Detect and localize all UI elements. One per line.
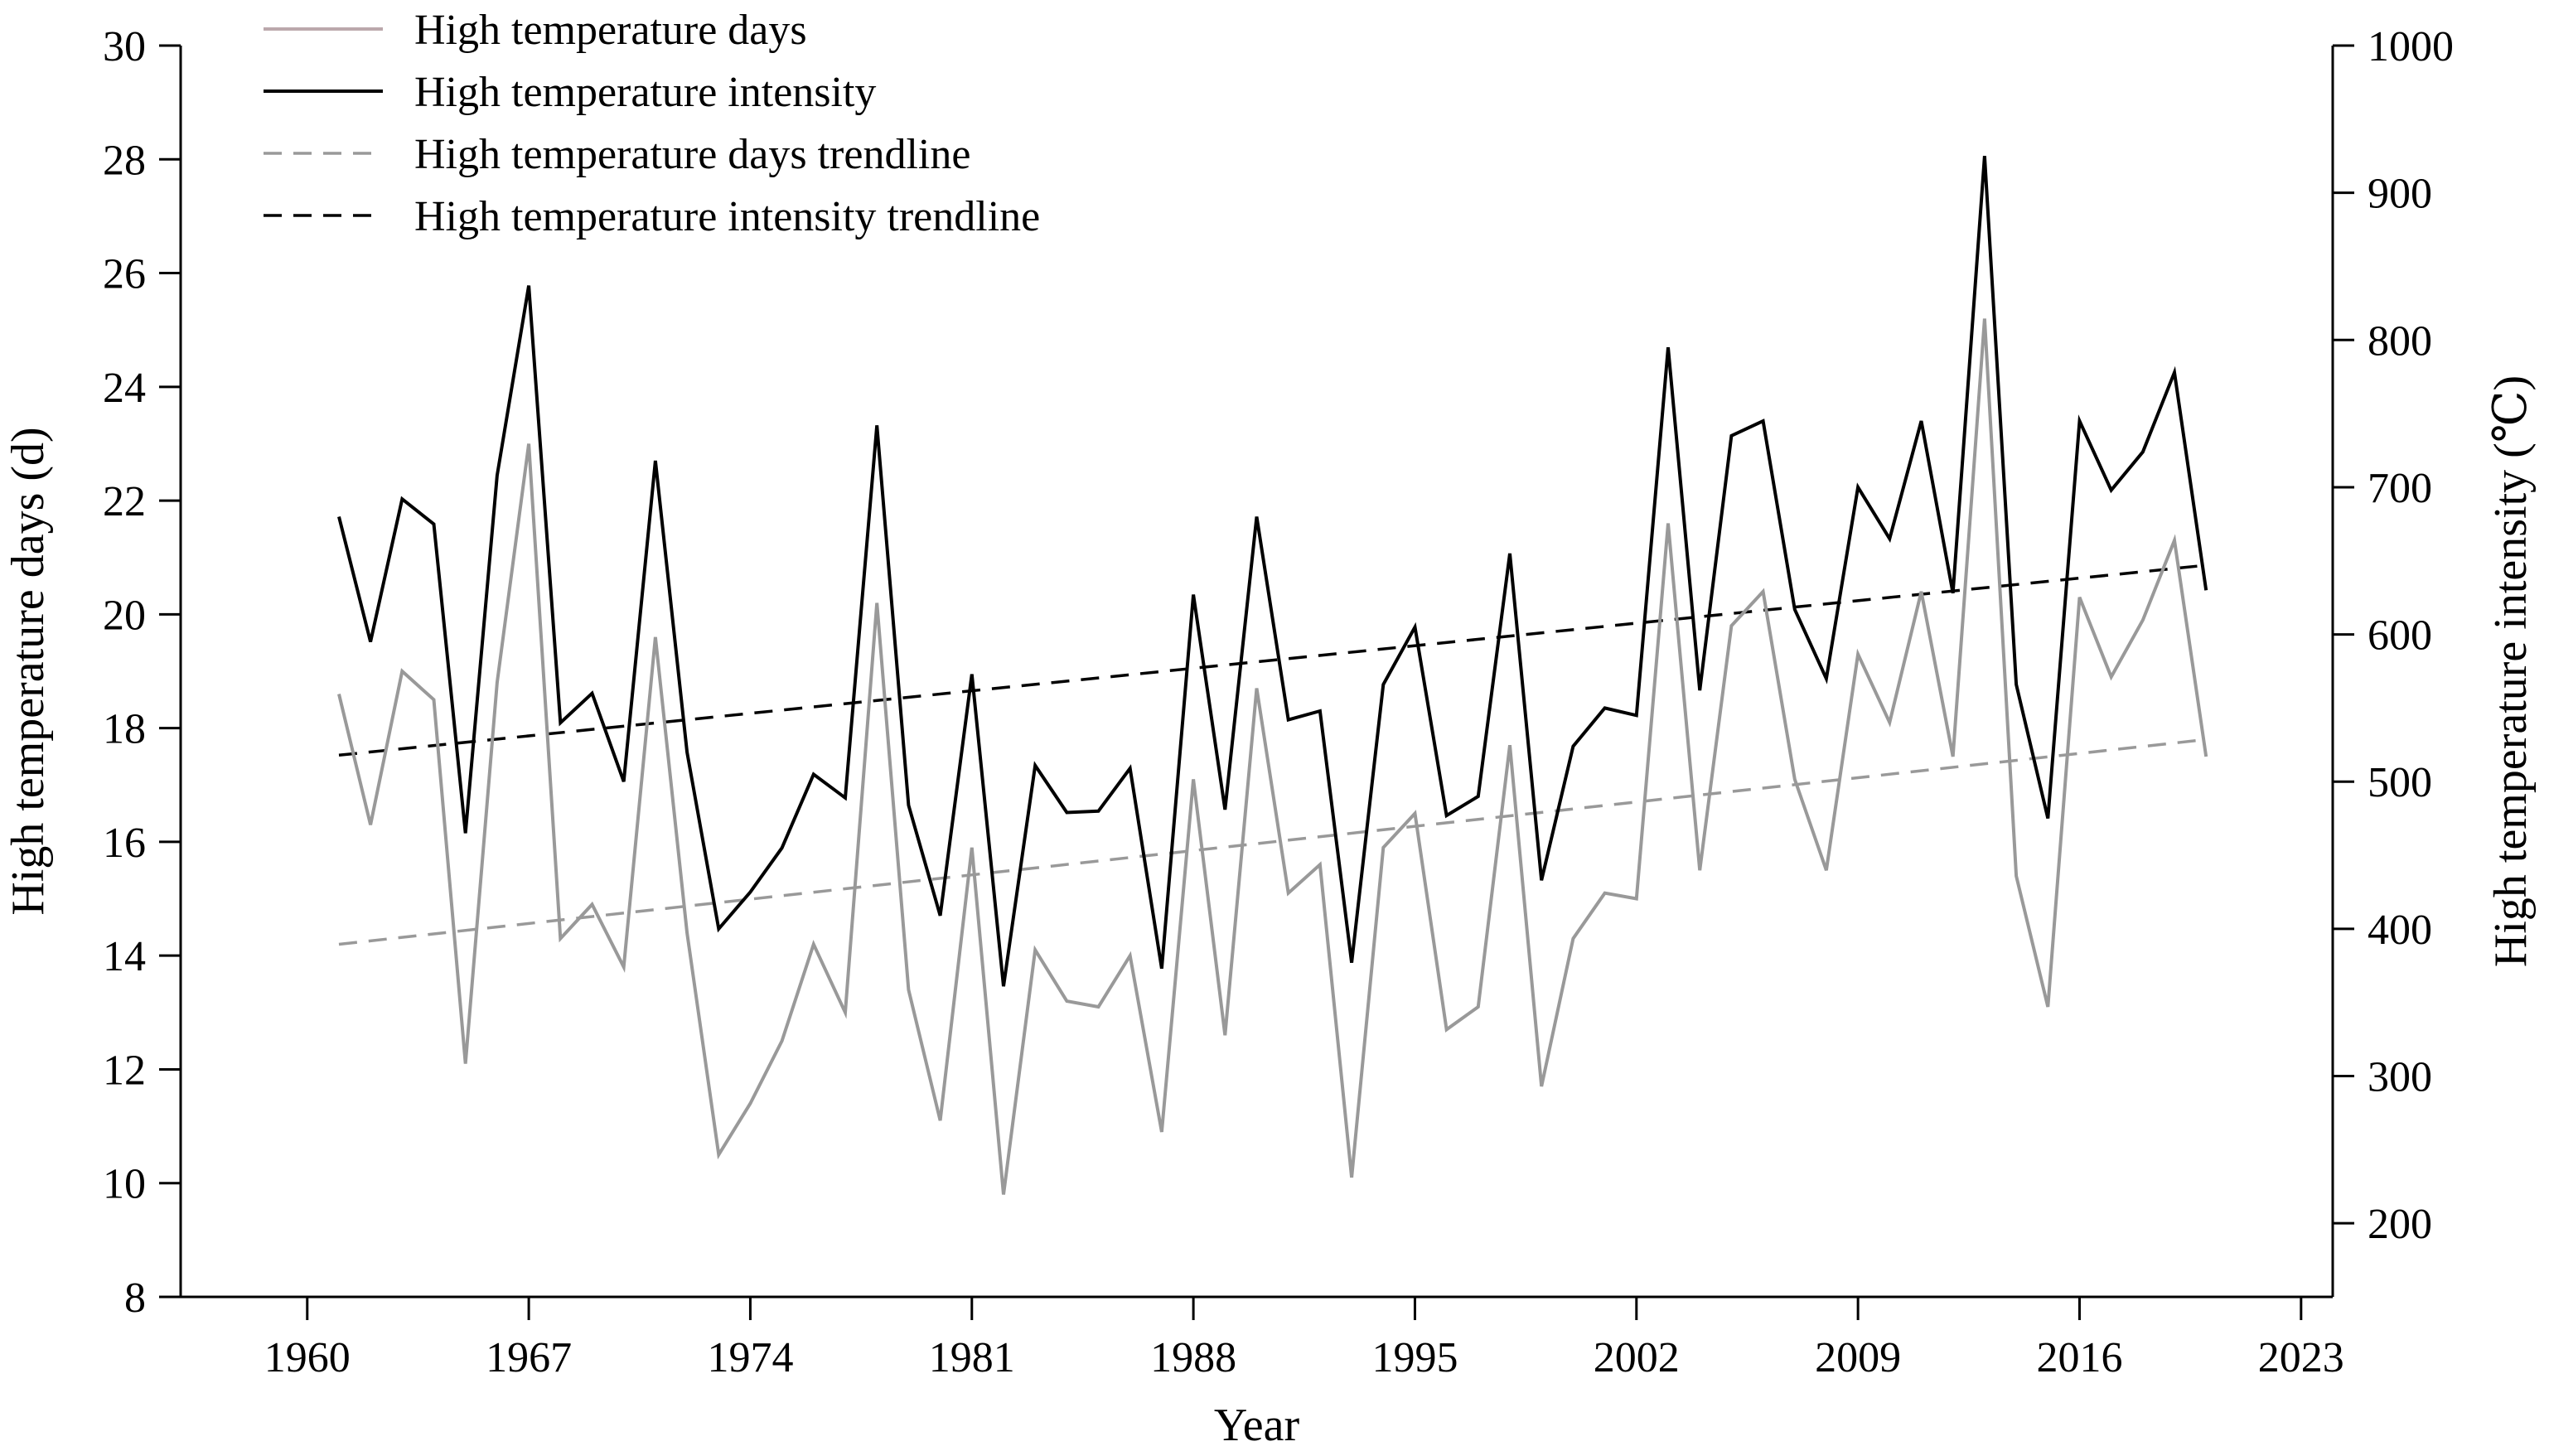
y-left-tick-label: 10 bbox=[103, 1161, 146, 1208]
series-line-high-temperature-days-trendline bbox=[338, 738, 2207, 946]
trendline-layer bbox=[338, 564, 2207, 946]
legend-label-high-temperature-days: High temperature days bbox=[414, 7, 807, 54]
y-right-tick-label: 500 bbox=[2368, 759, 2432, 806]
y-right-tick-label: 200 bbox=[2368, 1201, 2432, 1248]
x-tick-label: 2023 bbox=[2258, 1334, 2344, 1381]
x-tick-label: 2016 bbox=[2036, 1334, 2122, 1381]
y-left-tick-label: 8 bbox=[124, 1275, 146, 1322]
y-right-tick-label: 300 bbox=[2368, 1054, 2432, 1101]
y-right-tick-label: 400 bbox=[2368, 907, 2432, 954]
x-tick-label: 1967 bbox=[486, 1334, 572, 1381]
y-left-tick-label: 22 bbox=[103, 478, 146, 525]
y-left-tick-label: 14 bbox=[103, 933, 146, 980]
legend-label-high-temperature-days-trendline: High temperature days trendline bbox=[414, 131, 970, 178]
y-left-tick-label: 28 bbox=[103, 137, 146, 184]
x-tick-label: 1995 bbox=[1371, 1334, 1458, 1381]
y-right-tick-label: 900 bbox=[2368, 171, 2432, 218]
y-axis-left-title: High temperature days (d) bbox=[2, 427, 54, 915]
y-left-tick-label: 18 bbox=[103, 706, 146, 753]
x-tick-label: 1988 bbox=[1150, 1334, 1236, 1381]
axes-layer: 1960 1967 1974 1981 1988 1995 2002 2009 2016 2023… bbox=[103, 23, 2454, 1381]
series-line-high-temperature-intensity bbox=[337, 156, 2208, 987]
y-axis-right-title: High temperature intensity (℃) bbox=[2485, 375, 2537, 967]
x-tick-label: 1974 bbox=[707, 1334, 793, 1381]
legend-label-high-temperature-intensity: High temperature intensity bbox=[414, 69, 876, 116]
x-tick-label: 1960 bbox=[264, 1334, 351, 1381]
series-line-high-temperature-days bbox=[337, 318, 2208, 1195]
series-line-high-temperature-intensity-trendline bbox=[338, 564, 2207, 757]
y-right-tick-label: 1000 bbox=[2368, 23, 2454, 70]
x-tick-label: 1981 bbox=[929, 1334, 1015, 1381]
y-left-tick-label: 30 bbox=[103, 23, 146, 70]
y-left-tick-label: 12 bbox=[103, 1047, 146, 1094]
y-left-tick-label: 16 bbox=[103, 820, 146, 867]
y-right-tick-label: 600 bbox=[2368, 612, 2432, 660]
y-right-tick-label: 800 bbox=[2368, 317, 2432, 365]
x-tick-label: 2002 bbox=[1594, 1334, 1680, 1381]
y-left-tick-label: 24 bbox=[103, 365, 146, 412]
legend-label-high-temperature-intensity-trendline: High temperature intensity trendline bbox=[414, 193, 1040, 240]
series-layer bbox=[337, 156, 2208, 1195]
x-tick-label: 2009 bbox=[1815, 1334, 1901, 1381]
y-left-tick-label: 20 bbox=[103, 592, 146, 639]
legend: High temperature days High temperature in… bbox=[264, 7, 1040, 240]
y-right-tick-label: 700 bbox=[2368, 465, 2432, 512]
x-axis-title: Year bbox=[1214, 1400, 1300, 1451]
y-left-tick-label: 26 bbox=[103, 251, 146, 298]
